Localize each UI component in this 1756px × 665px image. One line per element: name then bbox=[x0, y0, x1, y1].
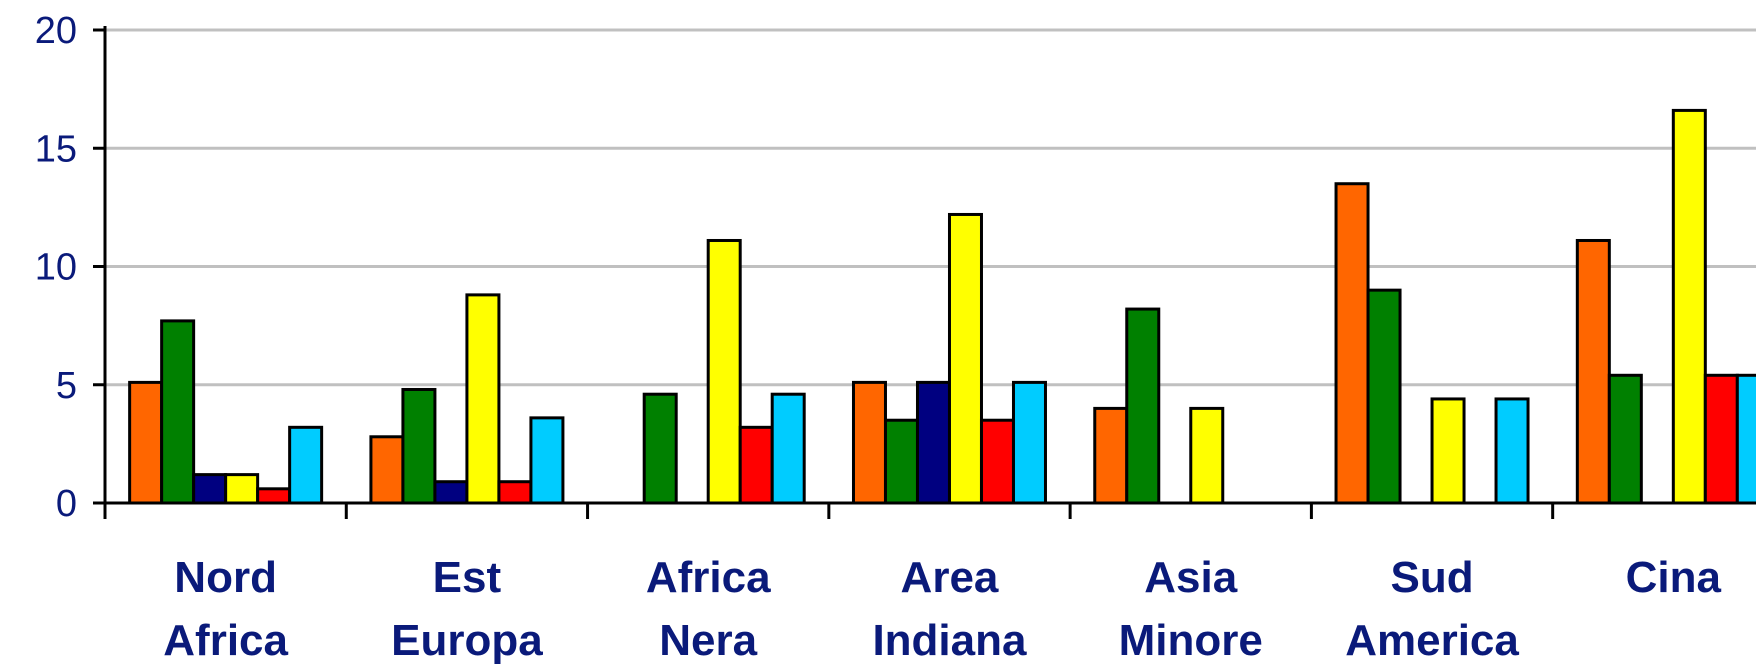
bar bbox=[288, 425, 324, 505]
bar bbox=[465, 293, 501, 505]
bar bbox=[433, 480, 469, 505]
bar bbox=[497, 480, 533, 505]
bars bbox=[128, 108, 1756, 505]
bar bbox=[1703, 373, 1739, 505]
category-label: Nord Africa bbox=[163, 553, 288, 665]
bar bbox=[851, 380, 887, 505]
bar bbox=[979, 418, 1015, 505]
bar bbox=[1334, 182, 1370, 505]
bar bbox=[401, 387, 437, 505]
bar bbox=[1366, 288, 1402, 505]
bar bbox=[1607, 373, 1643, 505]
y-tick-label: 20 bbox=[35, 10, 77, 52]
bar bbox=[1011, 380, 1047, 505]
bar bbox=[1093, 406, 1129, 505]
y-tick-label: 10 bbox=[35, 247, 77, 289]
bar bbox=[738, 425, 774, 505]
bar bbox=[1671, 108, 1707, 505]
bar bbox=[1189, 406, 1225, 505]
category-label: Asia Minore bbox=[1119, 553, 1263, 665]
labels: 0 5 10 15 20 Nord Africa Est Europa Africa Nera Are… bbox=[35, 10, 1722, 665]
axes bbox=[93, 26, 1756, 519]
category-label: Sud America bbox=[1345, 553, 1519, 665]
bar bbox=[1494, 397, 1530, 505]
category-label: Africa Nera bbox=[646, 553, 771, 665]
bar bbox=[770, 392, 806, 505]
category-label: Area Indiana bbox=[872, 553, 1027, 665]
bar bbox=[1735, 373, 1756, 505]
bar bbox=[1430, 397, 1466, 505]
category-label: Est Europa bbox=[391, 553, 543, 665]
y-tick-label: 5 bbox=[56, 365, 77, 407]
bar bbox=[224, 473, 260, 505]
y-tick-label: 0 bbox=[56, 483, 77, 525]
bar bbox=[256, 487, 292, 505]
bar bbox=[1575, 238, 1611, 505]
bar bbox=[529, 416, 565, 505]
bar bbox=[128, 380, 164, 505]
bar bbox=[947, 212, 983, 505]
bar bbox=[915, 380, 951, 505]
category-label: Cina bbox=[1626, 553, 1722, 602]
bar bbox=[642, 392, 678, 505]
bar bbox=[706, 238, 742, 505]
bar bbox=[369, 435, 405, 505]
bar bbox=[192, 473, 228, 505]
bar bbox=[883, 418, 919, 505]
y-tick-label: 15 bbox=[35, 128, 77, 170]
gridlines bbox=[105, 28, 1756, 387]
bar bbox=[160, 319, 196, 505]
bar bbox=[1125, 307, 1161, 505]
